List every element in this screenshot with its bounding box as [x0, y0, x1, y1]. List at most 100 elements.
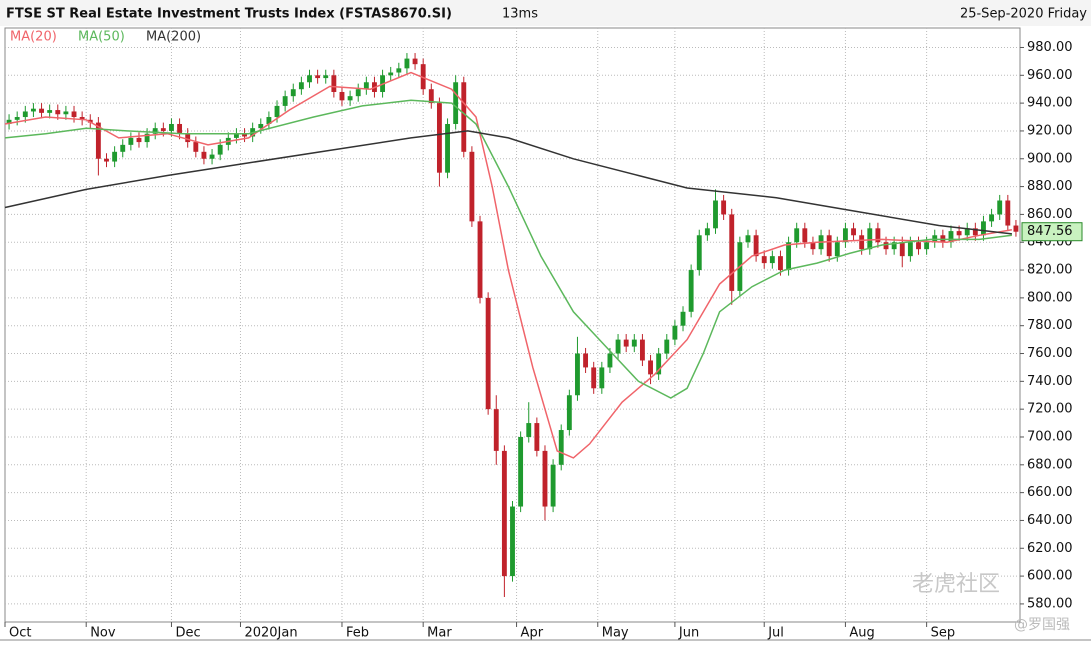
- candle-body: [956, 231, 962, 236]
- x-tick-label: May: [602, 626, 629, 641]
- y-tick-label: 800.00: [1027, 290, 1073, 305]
- candle-body: [136, 137, 142, 143]
- candle-body: [428, 89, 434, 104]
- candle-body: [883, 242, 889, 250]
- candle-body: [769, 256, 775, 264]
- y-tick-label: 860.00: [1027, 207, 1073, 222]
- candle-body: [144, 133, 150, 143]
- x-tick-label: Apr: [521, 626, 544, 641]
- y-tick-label: 680.00: [1027, 457, 1073, 472]
- candle-body: [169, 123, 174, 131]
- candle-body: [713, 200, 718, 229]
- candle-body: [501, 450, 507, 577]
- candle-body: [185, 133, 191, 143]
- y-tick-label: 700.00: [1027, 429, 1073, 444]
- candle-body: [1005, 200, 1011, 226]
- y-tick-label: 920.00: [1027, 123, 1073, 138]
- last-price-label: 847.56: [1027, 224, 1073, 239]
- x-tick-label: Jun: [678, 626, 699, 641]
- y-tick-label: 980.00: [1027, 40, 1073, 55]
- timing: 13ms: [502, 7, 538, 22]
- candle-body: [177, 123, 183, 134]
- candle-body: [916, 242, 921, 250]
- candle-body: [859, 235, 865, 250]
- date-label: 25-Sep-2020 Friday: [960, 7, 1087, 22]
- x-tick-label: Feb: [346, 626, 369, 641]
- candle-body: [721, 200, 727, 215]
- candle-body: [71, 111, 77, 118]
- y-tick-label: 740.00: [1027, 374, 1073, 389]
- candle-body: [981, 221, 986, 236]
- candle-body: [615, 339, 621, 354]
- candle-body: [786, 242, 792, 271]
- x-tick-label: Dec: [175, 626, 200, 641]
- candle-body: [282, 96, 288, 106]
- ma-line: [4, 99, 1012, 399]
- candle-body: [453, 82, 459, 124]
- candle-body: [420, 64, 426, 90]
- title-bar: [0, 0, 1091, 26]
- y-tick-label: 580.00: [1027, 596, 1073, 611]
- candle-body: [753, 235, 759, 257]
- candle-body: [639, 339, 645, 361]
- candle-body: [14, 117, 20, 120]
- x-tick-label: Mar: [427, 626, 452, 641]
- candle-body: [899, 242, 905, 257]
- candle-body: [47, 110, 53, 113]
- candle-body: [875, 228, 881, 243]
- watermark: 老虎社区: [912, 572, 1000, 597]
- candle-body: [266, 117, 272, 124]
- candle-body: [193, 142, 199, 152]
- candle-body: [242, 133, 247, 137]
- candle-body: [201, 151, 207, 159]
- candle-body: [891, 242, 897, 250]
- candle-body: [778, 256, 783, 271]
- candle-body: [591, 367, 597, 389]
- candle-body: [518, 436, 524, 507]
- candle-body: [583, 353, 589, 368]
- candle-body: [566, 395, 572, 431]
- candle-body: [290, 89, 296, 97]
- candle-body: [6, 119, 12, 124]
- candle-body: [436, 103, 442, 173]
- candle-body: [30, 108, 36, 112]
- candle-body: [485, 297, 491, 410]
- candle-body: [298, 82, 304, 90]
- candle-body: [120, 144, 126, 152]
- ma-line: [4, 71, 1013, 459]
- candle-body: [648, 360, 653, 375]
- candle-body: [534, 423, 540, 451]
- candle-body: [160, 128, 166, 131]
- candle-body: [217, 144, 223, 155]
- candle-body: [55, 110, 61, 115]
- candle-body: [112, 151, 118, 162]
- y-tick-label: 660.00: [1027, 485, 1073, 500]
- y-tick-label: 880.00: [1027, 179, 1073, 194]
- legend-label: MA(20): [10, 30, 57, 45]
- credit: @罗国强: [1014, 617, 1070, 633]
- candle-body: [152, 128, 158, 134]
- y-tick-label: 900.00: [1027, 151, 1073, 166]
- candle-body: [347, 96, 353, 101]
- candle-body: [851, 228, 856, 236]
- last-price-box: [1021, 222, 1083, 242]
- candle-body: [274, 105, 280, 118]
- y-tick-label: 720.00: [1027, 402, 1073, 417]
- candle-body: [802, 228, 808, 243]
- candle-body: [339, 91, 345, 101]
- candle-body: [307, 75, 312, 83]
- candle-body: [631, 339, 637, 347]
- candle-body: [761, 256, 767, 264]
- candle-body: [363, 82, 369, 90]
- candle-body: [412, 58, 418, 65]
- candle-body: [664, 339, 670, 354]
- x-tick-label: Oct: [9, 626, 31, 641]
- candle-body: [445, 123, 450, 173]
- candle-body: [623, 339, 629, 347]
- candle-body: [1013, 225, 1019, 232]
- y-tick-label: 820.00: [1027, 263, 1073, 278]
- candle-body: [680, 311, 686, 326]
- candle-body: [834, 242, 840, 257]
